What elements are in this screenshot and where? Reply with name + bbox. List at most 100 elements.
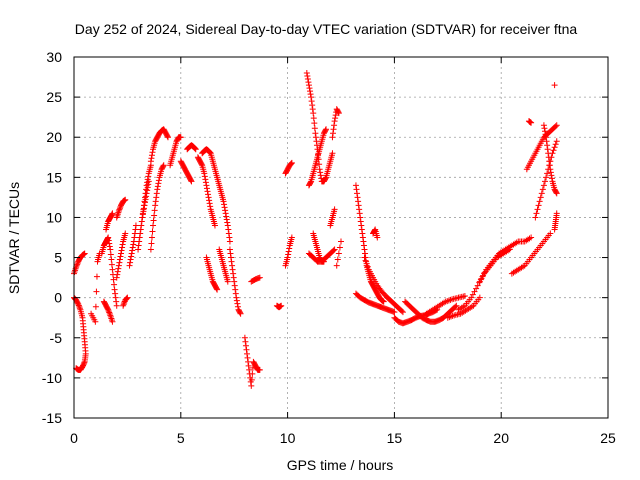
data-point-seg28 (311, 125, 318, 132)
data-point-seg07 (118, 247, 125, 254)
data-point-seg18 (203, 185, 210, 192)
data-point-seg19 (221, 201, 228, 208)
data-point-seg26 (288, 234, 295, 241)
data-point-seg33 (332, 112, 339, 119)
data-point-seg28 (305, 82, 312, 89)
data-point-seg47 (535, 202, 542, 209)
data-point-seg35 (360, 238, 367, 245)
data-point-seg22 (237, 309, 244, 316)
data-point-seg13 (164, 133, 171, 140)
data-point-seg01 (73, 262, 80, 269)
data-point-seg27 (288, 159, 295, 166)
data-point-seg33 (332, 115, 339, 122)
data-point-seg22 (230, 270, 237, 277)
data-point-seg03 (93, 288, 100, 295)
y-tick-label: 10 (46, 209, 62, 225)
data-point-seg08 (116, 205, 123, 212)
data-point-seg41 (461, 293, 468, 300)
data-point-seg04 (106, 243, 113, 250)
data-point-seg13 (148, 155, 155, 162)
data-point-seg38 (374, 234, 381, 241)
data-point-seg22 (231, 282, 238, 289)
data-point-seg43 (469, 291, 476, 298)
data-point-seg47 (553, 138, 560, 145)
data-point-seg02 (76, 303, 83, 310)
data-point-seg43 (474, 282, 481, 289)
data-point-seg19 (225, 226, 232, 233)
data-point-seg14 (155, 180, 162, 187)
data-point-seg33 (329, 134, 336, 141)
data-point-seg10 (128, 250, 135, 257)
data-point-seg20 (214, 286, 221, 293)
data-point-seg35 (361, 246, 368, 253)
data-point-seg28 (317, 172, 324, 179)
data-point-seg21 (224, 278, 231, 285)
data-point-seg18 (202, 179, 209, 186)
data-point-seg23 (244, 354, 251, 361)
data-point-seg48 (546, 158, 553, 165)
data-point-seg23 (245, 358, 252, 365)
data-point-seg18 (207, 203, 214, 210)
data-point-seg18 (202, 176, 209, 183)
data-point-seg04 (105, 234, 112, 241)
data-point-seg46 (552, 123, 559, 130)
data-point-seg29 (307, 179, 314, 186)
data-point-seg26 (285, 251, 292, 258)
data-point-seg47 (538, 190, 545, 197)
x-tick-label: 5 (177, 430, 185, 446)
data-point-seg50 (553, 210, 560, 217)
data-point-seg10 (131, 230, 138, 237)
data-points (71, 70, 560, 389)
data-point-seg18 (205, 191, 212, 198)
data-point-seg07 (116, 259, 123, 266)
data-point-seg43 (471, 288, 478, 295)
data-point-seg37 (361, 254, 368, 261)
x-tick-label: 10 (280, 430, 296, 446)
y-tick-label: 15 (46, 169, 62, 185)
data-point-seg43 (468, 294, 475, 301)
data-point-seg23 (244, 350, 251, 357)
data-point-seg34 (336, 244, 343, 251)
data-point-seg13 (164, 134, 171, 141)
data-point-seg14 (150, 222, 157, 229)
data-point-seg48 (541, 125, 548, 132)
data-point-seg05 (106, 310, 113, 317)
data-point-seg35 (355, 202, 362, 209)
data-point-seg20 (213, 285, 220, 292)
data-point-seg14 (147, 246, 154, 253)
data-point-seg09 (123, 295, 130, 302)
data-point-seg22 (227, 254, 234, 261)
data-point-seg14 (148, 234, 155, 241)
data-point-seg28 (303, 70, 310, 77)
data-point-seg37 (363, 260, 370, 267)
data-point-seg23 (256, 366, 263, 373)
data-point-seg19 (222, 207, 229, 214)
y-tick-label: 25 (46, 89, 62, 105)
data-point-seg28 (329, 150, 336, 157)
data-point-seg14 (152, 198, 159, 205)
data-point-seg47 (541, 178, 548, 185)
data-point-seg09 (121, 299, 128, 306)
data-point-seg44 (528, 234, 535, 241)
data-point-seg10 (132, 222, 139, 229)
data-point-seg08 (116, 206, 123, 213)
data-point-seg22 (233, 294, 240, 301)
data-point-seg13 (148, 152, 155, 159)
data-point-seg02 (75, 301, 82, 308)
data-point-seg34 (338, 238, 344, 245)
data-point-seg14 (153, 194, 160, 201)
data-point-seg23 (245, 362, 252, 369)
data-point-seg47 (539, 186, 546, 193)
y-tick-label: -15 (42, 410, 62, 426)
data-point-seg48 (548, 172, 555, 179)
data-point-seg13 (149, 149, 156, 156)
data-point-seg23 (248, 382, 255, 389)
axis-ticks: 0 5 10 15 20 25 -15 -10 -5 0 5 10 15 20 25 30 (42, 49, 616, 446)
data-point-seg05 (106, 309, 113, 316)
data-point-seg09 (120, 301, 127, 308)
chart-title: Day 252 of 2024, Sidereal Day-to-day VTE… (75, 21, 578, 37)
data-point-seg48 (547, 166, 554, 173)
data-point-seg12 (141, 202, 148, 209)
data-point-seg33 (335, 109, 342, 116)
data-point-seg14 (152, 202, 159, 209)
